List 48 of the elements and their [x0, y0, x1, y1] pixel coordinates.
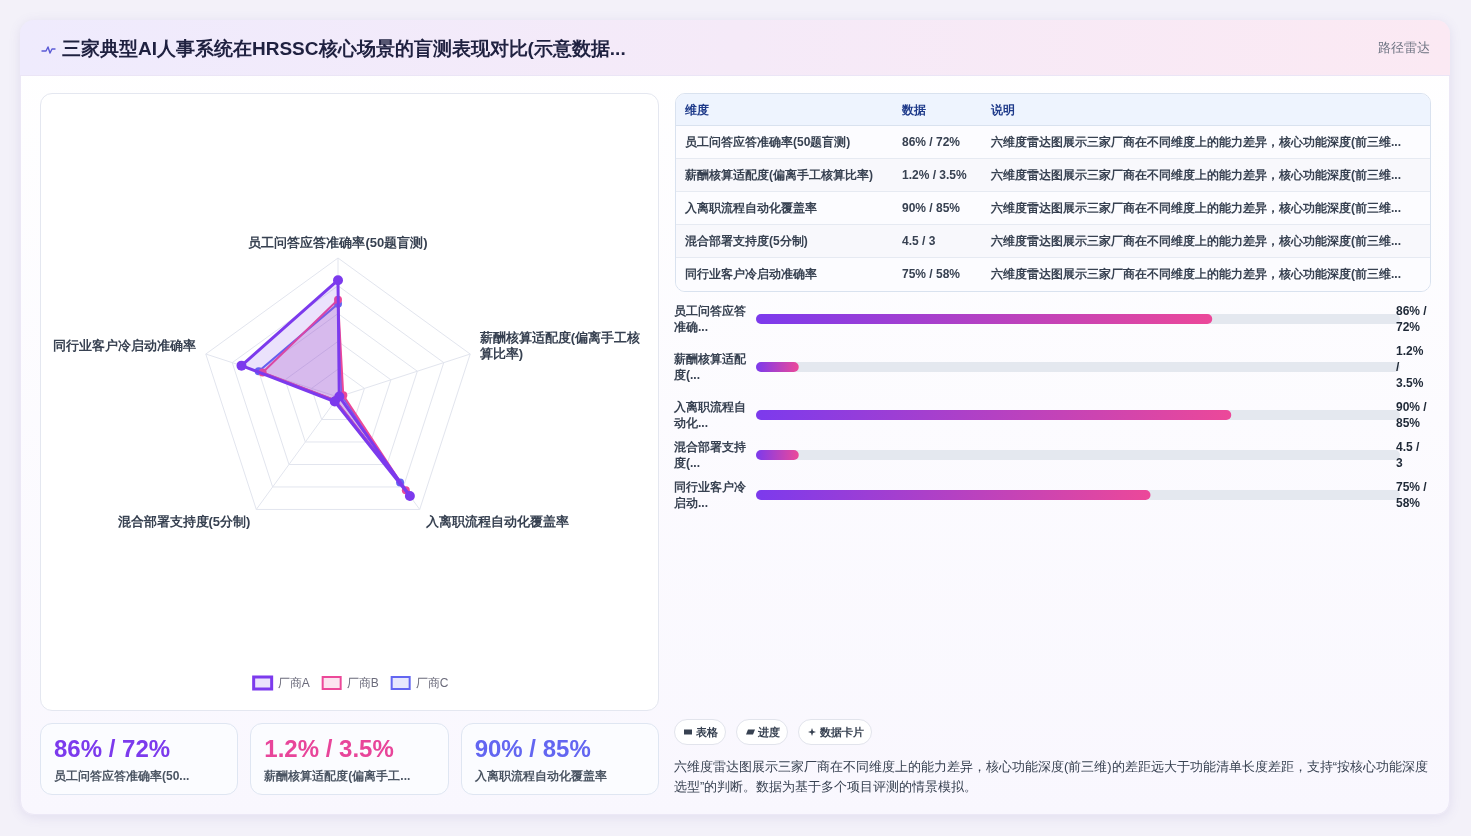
y-tick-label: 员工问答应答准确...	[674, 304, 747, 334]
text: 75% / 58%	[902, 267, 961, 281]
category-label: 说明	[991, 102, 1015, 119]
text: 六维度雷达图展示三家厂商在不同维度上的能力差异，核心功能深度(前三维...	[991, 168, 1401, 182]
legend-label: 厂商C	[415, 676, 449, 690]
text: 4.5 / 3	[902, 234, 936, 248]
category-label: 数据	[902, 102, 926, 119]
text: 六维度雷达图展示三家厂商在不同维度上的能力差异，核心功能深度(前三维...	[991, 267, 1401, 281]
text: 1.2% / 3.5%	[1396, 344, 1424, 390]
category-label: 混合部署支持度(5分制)	[685, 234, 808, 248]
text: 1.2% / 3.5%	[902, 168, 967, 182]
category-label: 入离职流程自动化覆盖率	[474, 768, 607, 784]
text: 75% / 58%	[1396, 480, 1428, 510]
category-label: 进度	[758, 725, 780, 740]
text: 六维度雷达图展示三家厂商在不同维度上的能力差异，核心功能深度(前三维...	[991, 135, 1401, 149]
text: 三家典型AI人事系统在HRSSC核心场景的盲测表现对比(示意数据...	[62, 37, 626, 61]
y-tick-label: 入离职流程自动化...	[673, 400, 746, 430]
legend-label: 厂商A	[277, 676, 310, 690]
category-label: 入离职流程自动化覆盖率	[685, 201, 817, 215]
text: 90% / 85%	[474, 735, 591, 762]
y-tick-label: 混合部署支持度(...	[673, 440, 746, 470]
text: 86% / 72%	[1396, 304, 1428, 334]
category-label: 表格	[696, 725, 718, 740]
text: 86% / 72%	[902, 135, 961, 149]
category-label: 薪酬核算适配度(偏离手工核算比率)	[685, 168, 873, 182]
spoke-label: 混合部署支持度(5分制)	[116, 513, 251, 529]
spoke-label: 员工问答应答准确率(50题盲测)	[248, 234, 428, 250]
spoke-label: 薪酬核算适配度(偏离手工核算比率)	[478, 329, 641, 361]
text: 六维度雷达图展示三家厂商在不同维度上的能力差异，核心功能深度(前三维)的差距远大于功能清单长度差距，支持“按核心功能深度选型”的判断。数据为基于多个项目评测的情景模拟。	[674, 758, 1429, 796]
spoke-label: 入离职流程自动化覆盖率	[424, 513, 569, 529]
legend-label: 厂商B	[346, 676, 379, 690]
category-label: 同行业客户冷启动准确率	[685, 267, 817, 281]
text: 六维度雷达图展示三家厂商在不同维度上的能力差异，核心功能深度(前三维...	[991, 234, 1401, 248]
category-label: 员工问答应答准确率(50...	[54, 768, 190, 784]
text: 六维度雷达图展示三家厂商在不同维度上的能力差异，核心功能深度(前三维...	[991, 201, 1401, 215]
text: 4.5 / 3	[1396, 440, 1421, 470]
y-tick-label: 薪酬核算适配度(...	[673, 352, 747, 382]
category-label: 薪酬核算适配度(偏离手工...	[264, 768, 411, 784]
spoke-label: 同行业客户冷启动准确率	[53, 337, 197, 353]
y-tick-label: 同行业客户冷启动...	[673, 480, 747, 510]
text: 1.2% / 3.5%	[264, 735, 394, 762]
text: 90% / 85%	[1396, 400, 1428, 430]
text: 路径雷达	[1378, 40, 1430, 56]
category-label: 数据卡片	[820, 725, 864, 740]
category-label: 维度	[685, 102, 709, 119]
text: 86% / 72%	[54, 735, 171, 762]
text: 90% / 85%	[902, 201, 961, 215]
category-label: 员工问答应答准确率(50题盲测)	[685, 135, 851, 149]
